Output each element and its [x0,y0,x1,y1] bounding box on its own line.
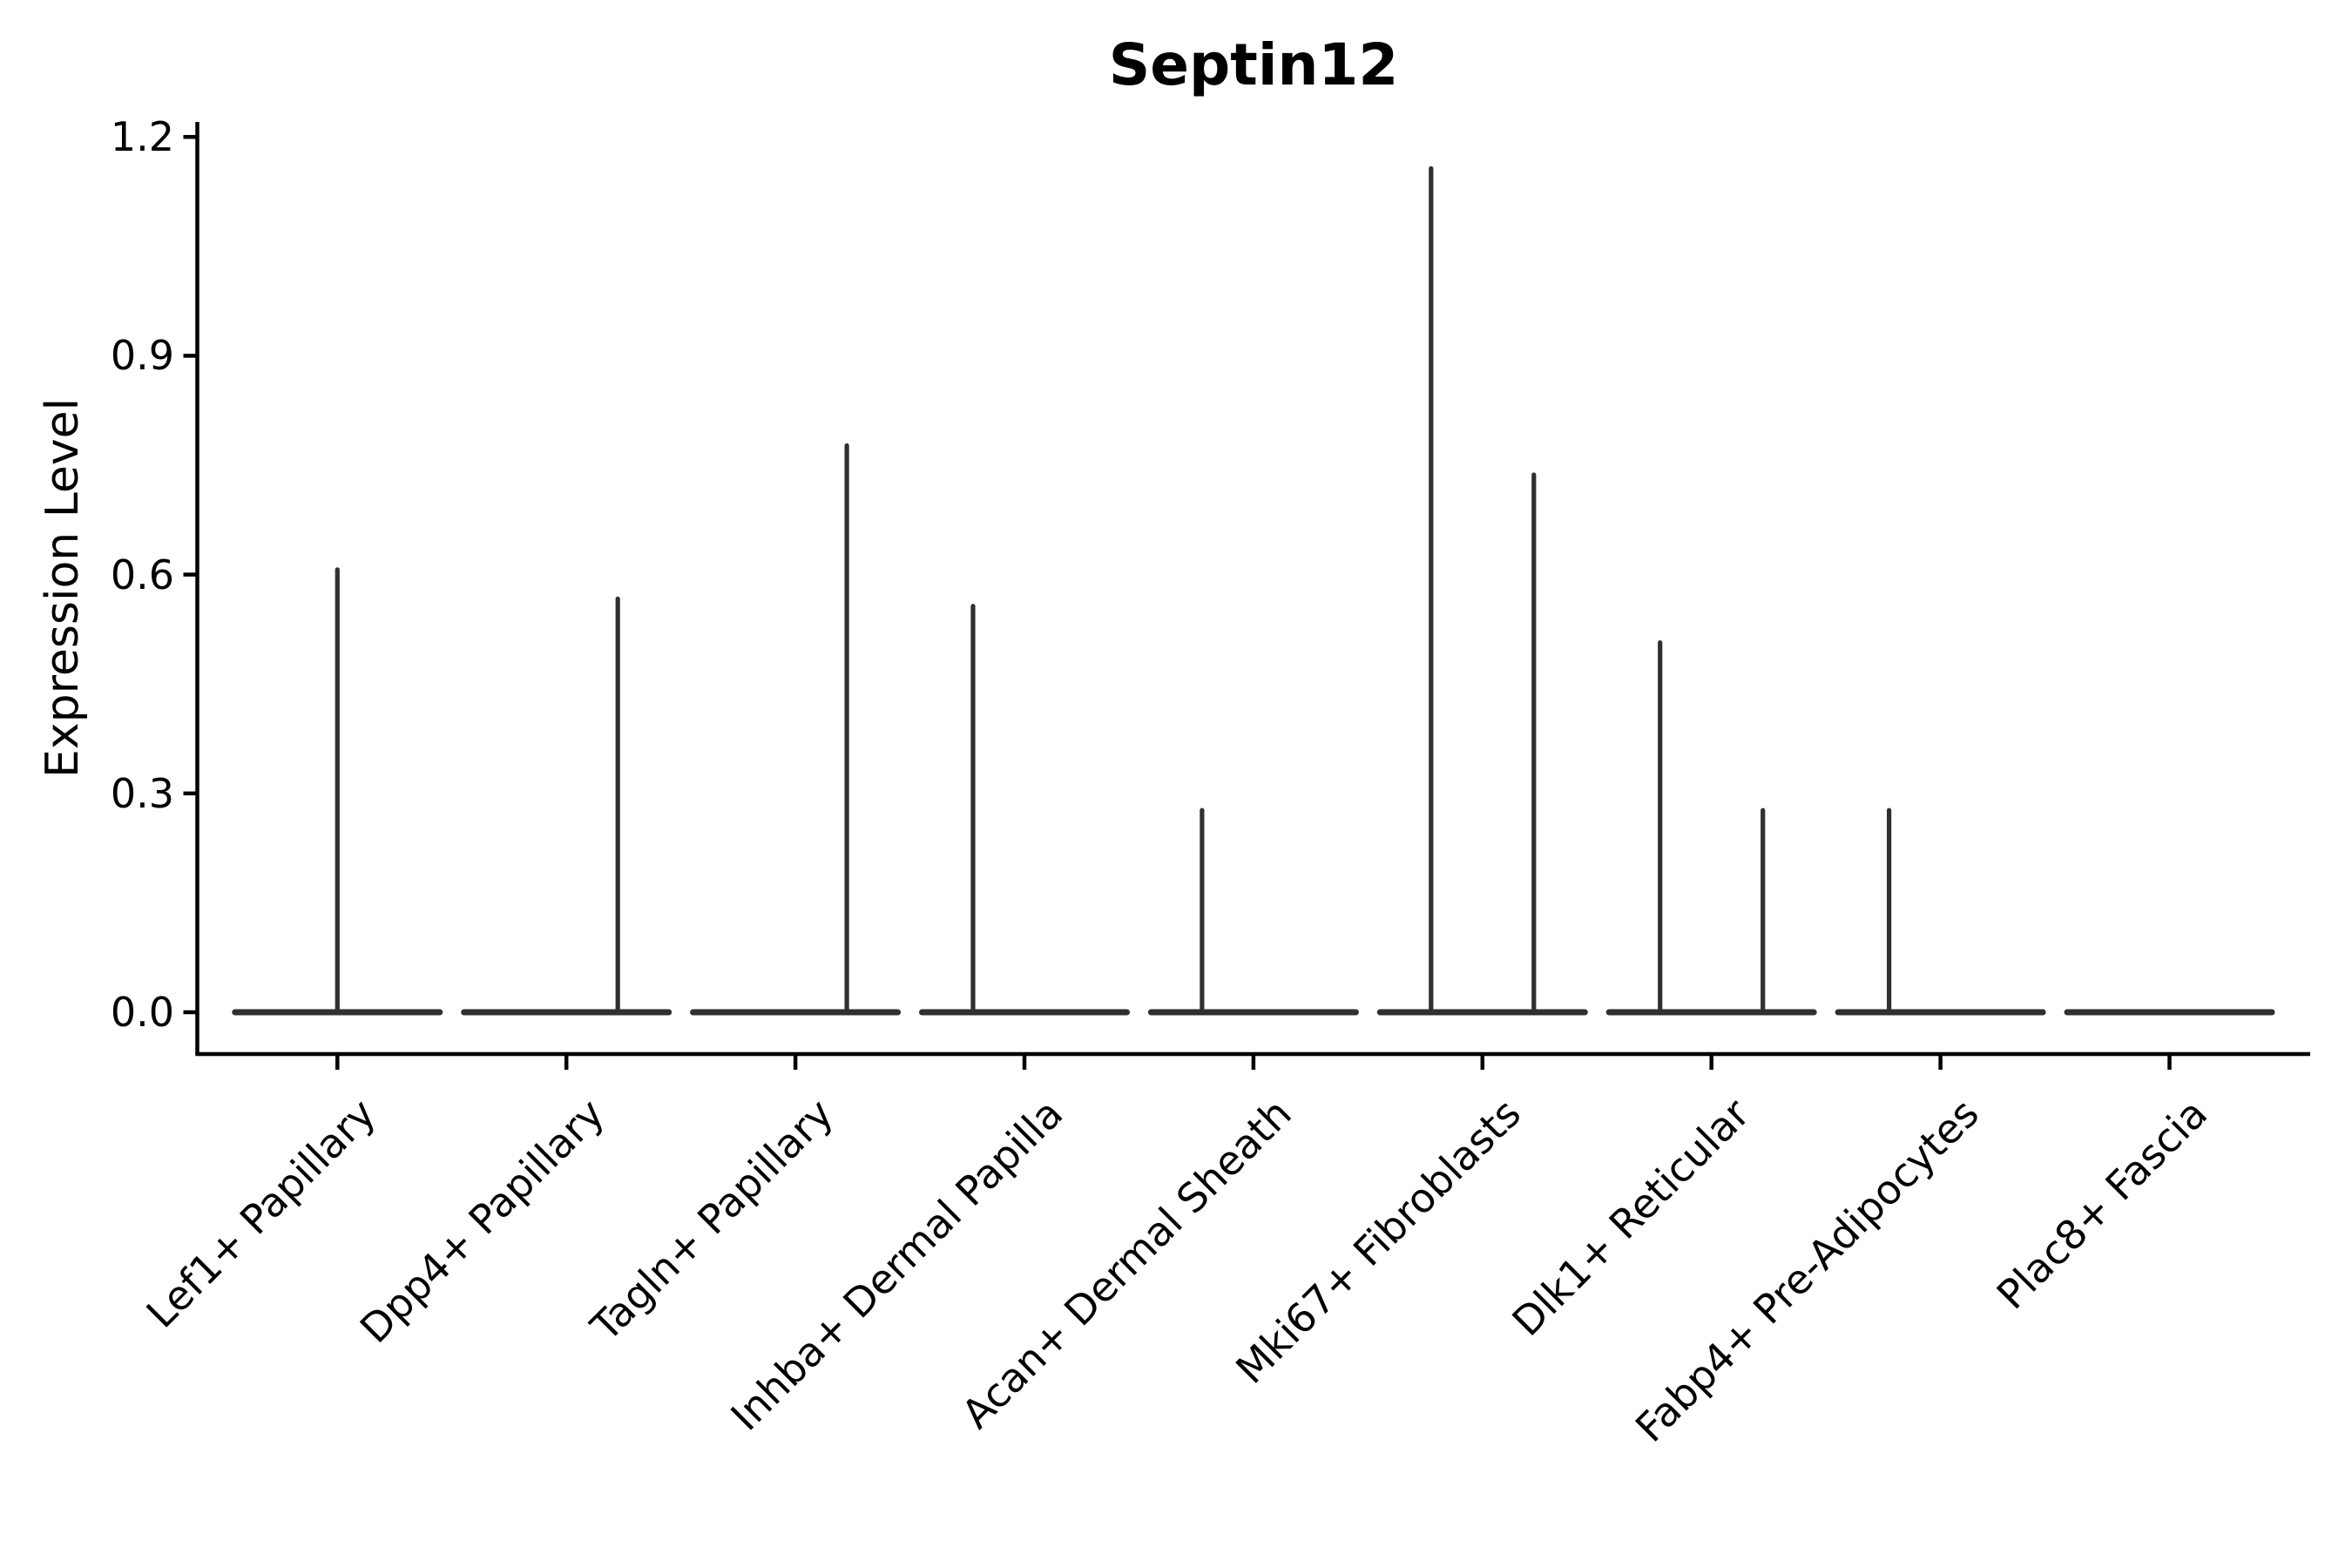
violin-spike [1531,472,1537,1014]
y-tick-label: 0.6 [110,551,174,598]
violin-body [2064,1009,2275,1016]
violin-spike [1761,808,1766,1014]
violin-body [1605,1009,1817,1016]
y-tick-label: 1.2 [110,113,174,161]
violin-spike [1887,808,1892,1014]
violin-body [461,1009,672,1016]
violin-spike [1658,639,1663,1014]
y-tick-label: 0.3 [110,769,174,817]
violin-spike [615,596,620,1014]
violin-body [1376,1009,1588,1016]
violin-body [1835,1009,2046,1016]
violin-spike [844,443,849,1015]
violin-spike [1200,808,1205,1014]
violin-spike [970,604,976,1014]
violin-spike [1429,166,1434,1014]
violin-spike [335,567,340,1014]
chart-title: Septin12 [1108,31,1399,98]
y-tick-label: 0.9 [110,332,174,380]
violin-body [1147,1009,1359,1016]
violin-body [690,1009,902,1016]
y-tick-label: 0.0 [110,989,174,1036]
violin-body [919,1009,1130,1016]
